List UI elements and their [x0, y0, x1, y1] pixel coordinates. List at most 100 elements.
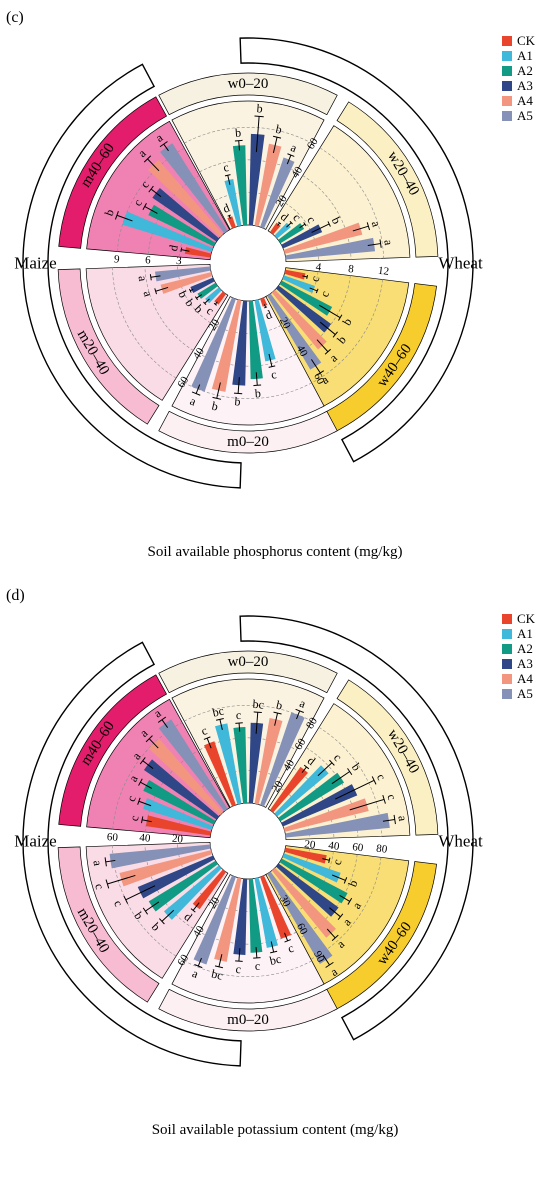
error-cap	[325, 961, 334, 968]
error-cap	[123, 895, 129, 904]
group-label-band	[336, 101, 439, 258]
error-bar	[237, 377, 240, 394]
error-bar	[116, 214, 133, 222]
error-bar	[286, 222, 292, 228]
group-band	[85, 263, 229, 401]
panel-caption: Soil available potassium content (mg/kg)	[152, 1122, 399, 1138]
error-bar	[286, 154, 292, 165]
significance-letter: b	[345, 878, 360, 889]
bar-A3	[152, 188, 220, 242]
bar-A5	[267, 871, 333, 964]
significance-letter: c	[317, 289, 332, 299]
error-cap	[253, 384, 262, 387]
bar-A5	[260, 712, 305, 807]
bar-A2	[248, 878, 263, 953]
bar-A1	[163, 865, 222, 920]
error-bar	[190, 288, 194, 292]
tick-label: 40	[328, 840, 341, 853]
significance-letter: bc	[210, 967, 224, 983]
error-cap	[272, 135, 282, 139]
error-cap	[331, 934, 339, 941]
error-cap	[214, 965, 224, 969]
bar-A3	[137, 855, 215, 899]
error-cap	[190, 908, 196, 913]
error-cap	[149, 274, 152, 281]
significance-letter: bc	[211, 703, 225, 719]
error-bar	[302, 275, 308, 278]
error-bar	[382, 818, 395, 822]
significance-letter: b	[234, 394, 241, 408]
error-bar	[195, 384, 201, 394]
error-bar	[367, 243, 381, 246]
error-bar	[311, 223, 330, 233]
bar-A2	[143, 779, 216, 825]
significance-letter: c	[235, 962, 241, 976]
error-cap	[273, 711, 282, 715]
legend-swatch-A1	[502, 629, 512, 639]
error-cap	[382, 794, 386, 804]
group-band	[171, 874, 325, 1004]
group-band	[171, 100, 325, 230]
error-bar	[309, 287, 318, 292]
tick-label: 60	[106, 831, 119, 844]
bar-A5	[155, 266, 211, 282]
bar-CK	[145, 815, 212, 836]
legend-swatch-A4	[502, 674, 512, 684]
legend-label-A4: A4	[517, 671, 533, 686]
error-cap	[327, 221, 331, 227]
legend-swatch-A1	[502, 51, 512, 61]
tick-label: 8	[347, 263, 354, 276]
legend-label-A3: A3	[517, 656, 533, 671]
error-bar	[219, 719, 223, 731]
error-cap	[289, 220, 293, 225]
significance-letter: a	[126, 772, 141, 784]
error-cap	[379, 239, 382, 248]
error-cap	[253, 957, 261, 959]
error-bar	[155, 286, 169, 292]
significance-letter: a	[140, 289, 155, 299]
tick-label: 3	[176, 255, 183, 267]
significance-letter: c	[92, 882, 107, 891]
bar-A4	[148, 159, 224, 238]
legend-label-A1: A1	[517, 48, 533, 63]
legend-swatch-A4	[502, 96, 512, 106]
tick-label: 12	[377, 265, 389, 278]
bar-A4	[148, 738, 224, 816]
error-bar	[138, 800, 152, 807]
tick-label: 80	[376, 843, 389, 856]
bar-A2	[278, 772, 345, 822]
error-cap	[268, 365, 276, 368]
panel-tag: (c)	[6, 9, 24, 26]
error-cap	[328, 857, 331, 863]
significance-letter: d	[166, 244, 181, 253]
legend-swatch-CK	[502, 36, 512, 46]
gridline	[199, 159, 297, 173]
crop-label-maize: Maize	[14, 254, 56, 273]
significance-letter: a	[298, 696, 309, 711]
bar-CK	[260, 297, 268, 307]
bar-A4	[271, 867, 337, 938]
error-cap	[114, 210, 119, 220]
bar-CK	[203, 741, 236, 807]
bar-A1	[254, 299, 276, 362]
bar-A2	[148, 204, 216, 247]
bar-A4	[254, 718, 283, 805]
significance-letter: a	[188, 394, 199, 409]
legend-label-A2: A2	[517, 641, 533, 656]
error-bar	[125, 885, 156, 901]
error-cap	[343, 877, 348, 884]
error-bar	[161, 719, 169, 728]
bar-A5	[160, 143, 228, 234]
group-band	[171, 678, 325, 808]
group-label-band	[158, 72, 338, 116]
error-bar	[270, 941, 275, 953]
error-cap	[303, 222, 307, 227]
error-cap	[338, 314, 343, 321]
group-band	[267, 125, 411, 263]
error-bar	[352, 225, 369, 232]
error-cap	[194, 964, 203, 969]
gridline	[309, 279, 384, 385]
significance-letter: b	[235, 125, 242, 139]
crop-label-wheat: Wheat	[438, 832, 483, 851]
